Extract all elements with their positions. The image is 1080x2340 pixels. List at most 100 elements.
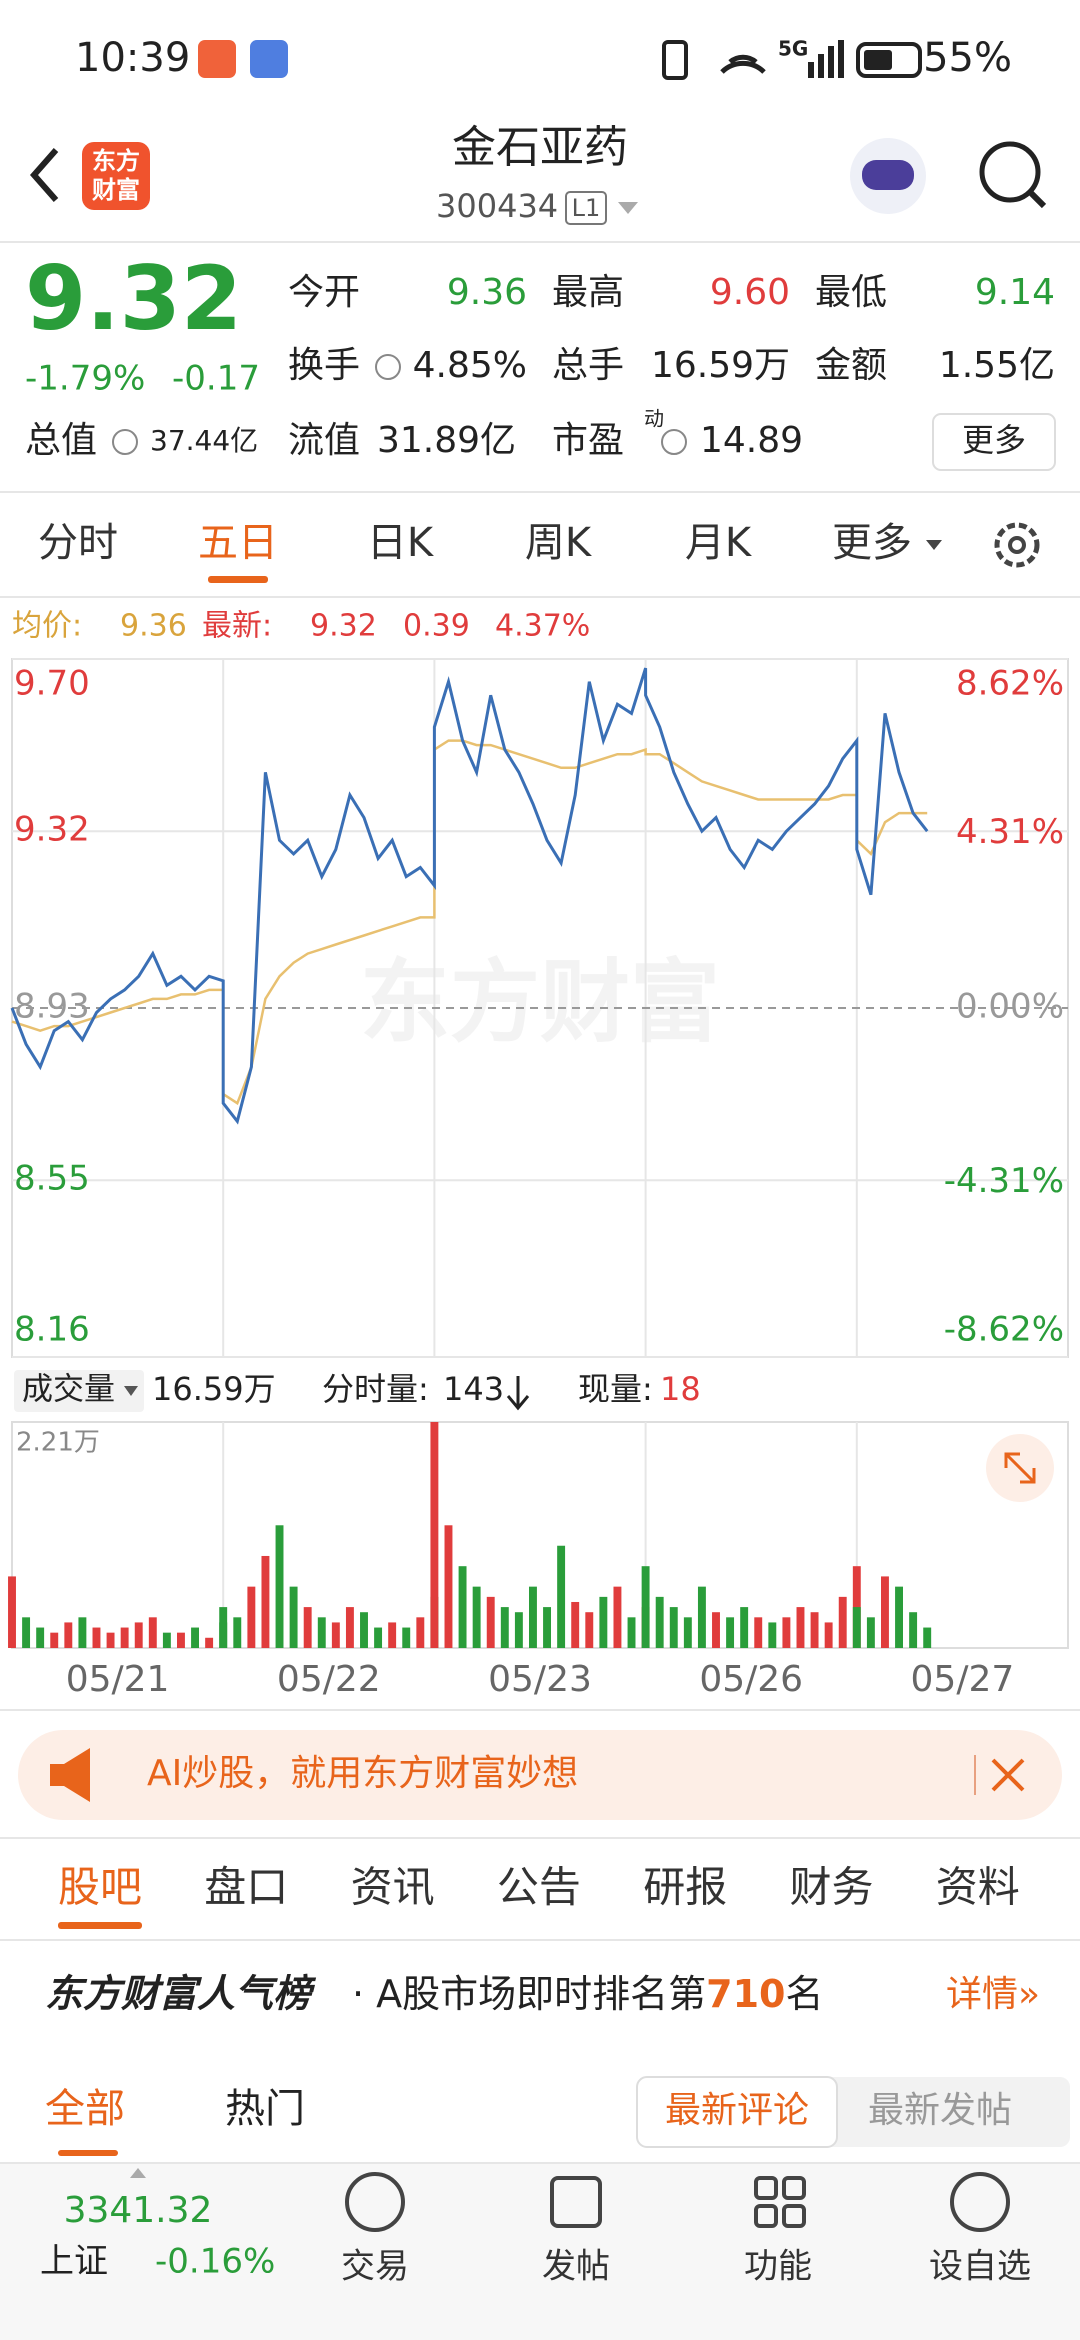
ranking-link[interactable]: 详情» <box>946 1974 1040 2015</box>
section-tab[interactable]: 股吧 <box>58 1863 142 1912</box>
dropdown-arrow <box>124 1386 138 1396</box>
volume-bar <box>824 1622 833 1648</box>
function-icon[interactable] <box>754 2176 806 2228</box>
volume-bar <box>613 1586 622 1648</box>
volume-bar <box>191 1627 199 1648</box>
volume-bar <box>641 1566 650 1648</box>
x-tick-label: 05/21 <box>66 1659 170 1700</box>
index-change[interactable]: -0.16% <box>155 2242 275 2282</box>
section-tab[interactable]: 资料 <box>936 1863 1020 1912</box>
price-line <box>11 739 928 1106</box>
volume-bar <box>261 1555 270 1648</box>
volume-bar <box>500 1607 509 1648</box>
volume-bar <box>557 1545 566 1648</box>
field-value: 16.59万 <box>651 345 790 386</box>
volume-bar <box>331 1622 340 1648</box>
index-value[interactable]: 3341.32 <box>64 2190 213 2231</box>
volume-bar <box>64 1622 73 1648</box>
y2-tick-label: 0.00% <box>956 987 1064 1027</box>
price-chart: 东方财富 9.70 9.32 8.93 8.55 8.16 8.62% 4.31% 0.00% -… <box>10 658 1068 1358</box>
nav-item[interactable]: 设自选 <box>929 2247 1031 2287</box>
ai-banner[interactable] <box>18 1730 1062 1820</box>
period-tab[interactable]: 周K <box>525 520 593 566</box>
volume-bar <box>514 1612 523 1648</box>
period-tab[interactable]: 更多 <box>832 520 912 566</box>
volume-bar <box>740 1607 749 1648</box>
volume-bar <box>22 1617 31 1648</box>
status-icon <box>198 40 236 78</box>
field-value: 9.14 <box>975 272 1055 313</box>
section-tab[interactable]: 资讯 <box>351 1863 435 1912</box>
more-button-text[interactable]: 更多 <box>962 421 1026 459</box>
battery-text: 55% <box>923 35 1012 81</box>
ranking-suffix: 名 <box>785 1972 823 2016</box>
battery-level <box>864 50 892 70</box>
more-button[interactable] <box>932 413 1056 471</box>
nav-item[interactable]: 交易 <box>341 2247 409 2287</box>
period-tab[interactable]: 分时 <box>38 520 118 566</box>
section-tab[interactable]: 研报 <box>643 1863 727 1912</box>
sort-latest-comment[interactable]: 最新评论 <box>665 2090 809 2131</box>
section-tab[interactable]: 盘口 <box>204 1863 288 1912</box>
field-value: 14.89 <box>700 420 803 461</box>
volume-bar <box>275 1525 284 1648</box>
period-tab[interactable]: 五日 <box>198 520 278 566</box>
volume-bar <box>317 1617 326 1648</box>
watchlist-icon[interactable] <box>950 2172 1010 2232</box>
status-icon <box>250 40 288 78</box>
index-name[interactable]: 上证 <box>40 2242 108 2282</box>
settings-center <box>1008 536 1026 554</box>
post-icon[interactable] <box>550 2176 602 2228</box>
trade-icon[interactable] <box>345 2172 405 2232</box>
legend-value: 9.36 <box>120 609 187 644</box>
y-tick-label: 8.16 <box>14 1310 90 1350</box>
index-toggle[interactable] <box>130 2168 146 2178</box>
app-logo[interactable] <box>82 142 150 210</box>
banner-text[interactable]: AI炒股，就用东方财富妙想 <box>147 1753 578 1794</box>
volume-bar <box>50 1632 59 1648</box>
change-pct: -1.79% <box>25 359 145 399</box>
volume-bar <box>430 1422 439 1648</box>
network-type: 5G <box>778 37 808 61</box>
legend-label: 最新: <box>202 609 272 644</box>
volume-selector[interactable] <box>14 1370 144 1412</box>
volume-bar <box>162 1632 171 1648</box>
section-tab[interactable]: 财务 <box>789 1863 873 1912</box>
volume-label[interactable]: 成交量 <box>22 1372 115 1408</box>
search-button[interactable] <box>979 141 1041 203</box>
field-label: 总手 <box>552 345 624 386</box>
y-tick-label: 9.70 <box>14 664 90 704</box>
dropdown-arrow[interactable] <box>618 202 638 214</box>
period-tab[interactable]: 月K <box>685 520 753 566</box>
volume-bar <box>148 1617 157 1648</box>
filter-hot[interactable]: 热门 <box>225 2086 305 2132</box>
settings-button[interactable] <box>994 522 1040 568</box>
nav-item[interactable]: 发帖 <box>542 2247 610 2287</box>
section-tab[interactable]: 公告 <box>497 1863 581 1912</box>
back-button[interactable] <box>30 148 59 202</box>
megaphone-icon <box>50 1748 90 1802</box>
sort-latest-post[interactable]: 最新发帖 <box>868 2090 1012 2131</box>
volume-bar <box>571 1601 580 1648</box>
field-value: 4.85% <box>413 345 527 386</box>
volume-bar <box>810 1612 819 1648</box>
volume-bar <box>655 1596 664 1648</box>
volume-bar <box>923 1627 932 1648</box>
x-tick-label: 05/27 <box>911 1659 1015 1700</box>
info-icon <box>112 429 138 455</box>
volume-bar <box>78 1617 87 1648</box>
volume-bar <box>895 1586 903 1648</box>
sort-active[interactable] <box>636 2076 838 2148</box>
volume-bar <box>177 1632 185 1648</box>
filter-all[interactable]: 全部 <box>45 2086 125 2132</box>
volume-bar <box>754 1617 763 1648</box>
filter-underline <box>58 2150 118 2156</box>
volume-bar <box>416 1617 425 1648</box>
y2-tick-label: -4.31% <box>944 1161 1064 1201</box>
ranking-title: 东方财富人气榜 <box>45 1972 317 2016</box>
close-banner[interactable] <box>991 1758 1025 1792</box>
section-underline <box>58 1922 142 1929</box>
period-tab[interactable]: 日K <box>367 520 435 566</box>
field-label: 金额 <box>815 345 887 386</box>
nav-item[interactable]: 功能 <box>744 2247 812 2287</box>
